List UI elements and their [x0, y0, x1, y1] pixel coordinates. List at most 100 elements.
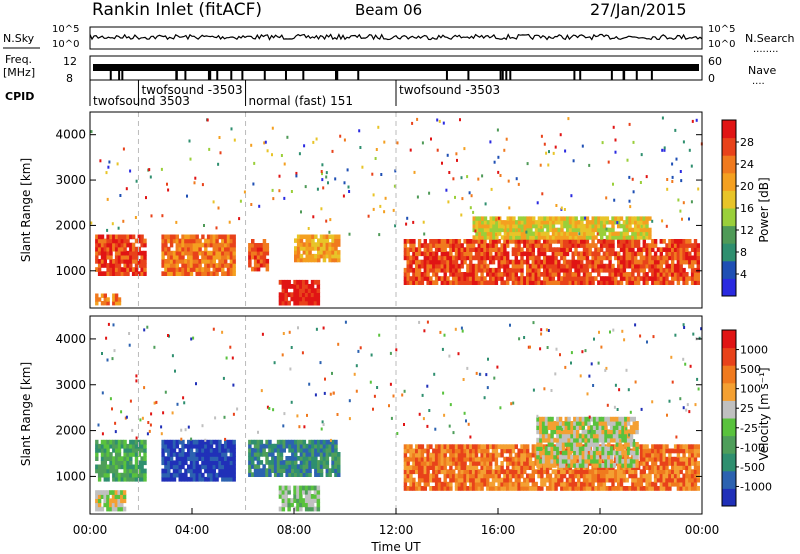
velocity-cell [229, 452, 234, 457]
velocity-cell [452, 448, 456, 454]
power-cell [594, 223, 598, 229]
velocity-cell [140, 448, 144, 453]
power-cell [123, 234, 127, 240]
velocity-cell [317, 468, 321, 473]
power-cell [668, 243, 672, 248]
velocity-cell [129, 443, 133, 449]
velocity-cell [299, 502, 303, 508]
velocity-cell [581, 421, 585, 426]
velocity-cell [317, 460, 321, 465]
velocity-cell [417, 486, 422, 491]
velocity-cell [195, 452, 199, 457]
power-cell [229, 263, 234, 268]
power-cell [591, 259, 595, 265]
power-cell [296, 292, 300, 298]
velocity-cell [415, 461, 419, 466]
velocity-colorbar-swatch [722, 488, 736, 507]
power-cell [466, 272, 470, 277]
velocity-cell [483, 473, 487, 479]
velocity-cell [508, 477, 513, 483]
power-scatter-point [106, 228, 109, 232]
velocity-cell [571, 469, 575, 475]
power-cell [495, 227, 499, 233]
velocity-cell [581, 437, 585, 443]
velocity-cell [474, 481, 479, 487]
power-cell [671, 280, 675, 285]
velocity-cell [679, 461, 683, 466]
velocity-cell [201, 464, 205, 470]
velocity-cell [598, 416, 602, 422]
power-cell [679, 272, 683, 277]
velocity-cell [588, 469, 592, 475]
velocity-cell [221, 472, 225, 478]
power-cell [602, 220, 607, 225]
velocity-cell [558, 425, 563, 430]
velocity-scatter-point [101, 391, 104, 395]
power-cell [248, 262, 252, 268]
power-cell [563, 235, 567, 240]
velocity-cell [607, 463, 611, 468]
power-cell [668, 251, 672, 257]
power-cell [520, 272, 524, 277]
velocity-scatter-point [160, 425, 163, 429]
power-scatter-point [243, 190, 246, 194]
power-cell [457, 263, 462, 269]
power-cell [112, 297, 116, 302]
power-scatter-point [321, 163, 324, 167]
velocity-cell [685, 473, 689, 479]
power-cell [302, 246, 307, 251]
velocity-cell [550, 450, 554, 456]
power-cell [551, 220, 556, 225]
velocity-cell [471, 444, 476, 450]
velocity-cell [446, 448, 450, 454]
velocity-cell [226, 468, 231, 474]
velocity-cell [463, 461, 467, 466]
velocity-cell [558, 437, 563, 443]
power-cell [685, 280, 689, 285]
velocity-cell [440, 481, 444, 487]
velocity-cell [685, 477, 689, 483]
power-cell [693, 272, 698, 277]
velocity-cell [337, 456, 341, 461]
power-scatter-point [541, 192, 544, 196]
power-cell [560, 223, 564, 229]
velocity-cell [676, 461, 681, 466]
velocity-cell [489, 461, 493, 466]
velocity-cell [313, 506, 318, 512]
velocity-cell [140, 476, 144, 482]
power-cell [554, 259, 558, 265]
power-cell [540, 251, 544, 257]
velocity-cell [95, 506, 99, 512]
velocity-cell [597, 469, 601, 475]
power-cell [103, 297, 107, 302]
velocity-scatter-point [128, 343, 131, 347]
velocity-cell [622, 477, 627, 483]
velocity-scatter-point [590, 362, 593, 366]
power-cell [262, 258, 267, 264]
power-scatter-point [628, 175, 631, 179]
power-cell [602, 280, 607, 285]
power-cell [540, 259, 544, 265]
velocity-cell [322, 447, 327, 453]
velocity-cell [111, 490, 116, 495]
power-cell [310, 292, 315, 298]
power-cell [109, 246, 113, 252]
power-cell [668, 263, 672, 269]
power-cell [440, 280, 444, 285]
velocity-cell [253, 456, 258, 461]
power-cell [551, 216, 556, 221]
power-cell [256, 254, 261, 260]
power-cell [600, 231, 604, 236]
power-cell [100, 246, 105, 252]
power-cell [126, 254, 130, 260]
velocity-cell [331, 468, 335, 473]
power-cell [209, 234, 214, 240]
power-cell [443, 243, 447, 248]
power-cell [619, 263, 624, 269]
power-cell [679, 243, 683, 248]
power-cell [457, 247, 462, 252]
power-cell [406, 251, 410, 257]
velocity-cell [299, 506, 303, 512]
power-cell [409, 255, 413, 261]
velocity-cell [494, 473, 499, 479]
